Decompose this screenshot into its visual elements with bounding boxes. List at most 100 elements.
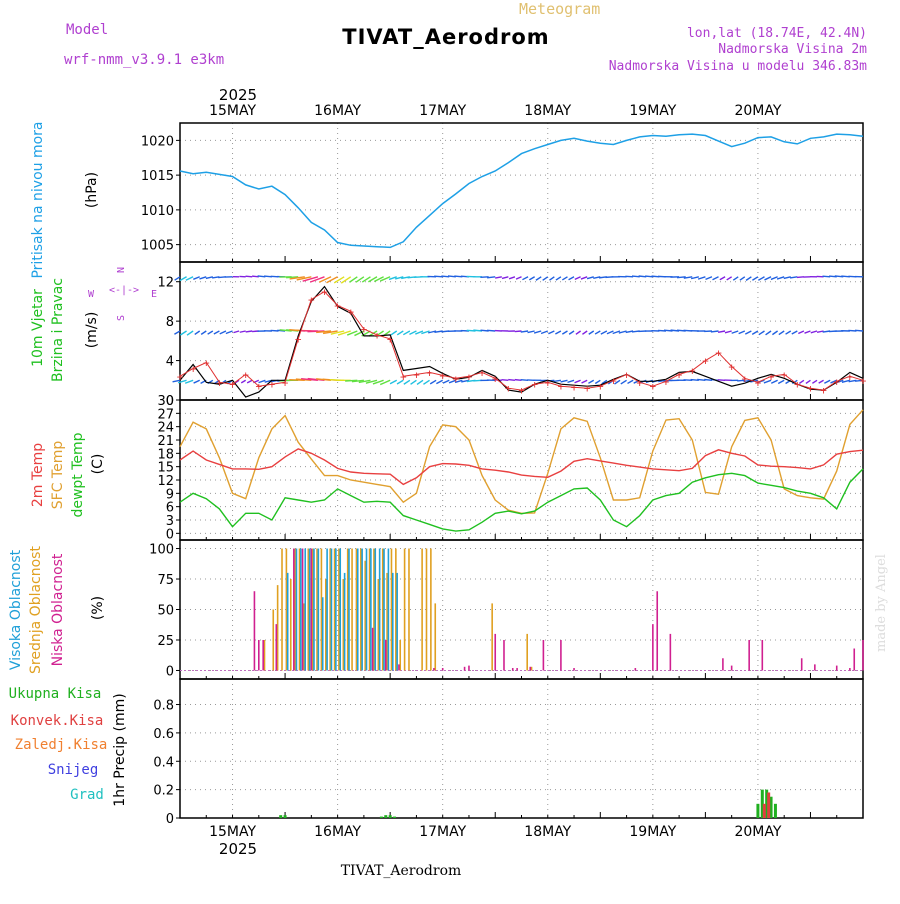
gust-marker: + [308, 293, 315, 306]
wind-arrow [543, 277, 548, 281]
gust-marker: + [177, 370, 184, 383]
y-tick-label: 25 [157, 634, 174, 649]
wind-arrow [732, 331, 739, 333]
wind-arrow [698, 277, 705, 279]
wind-arrow [811, 331, 817, 333]
temp-label-2: SFC Temp [50, 441, 66, 510]
wind-arrow [193, 277, 199, 280]
gust-marker: + [439, 369, 446, 382]
wind-arrow [555, 331, 561, 334]
wind-arrow [206, 277, 213, 279]
gust-marker: + [584, 382, 591, 395]
wind-arrow [246, 331, 253, 332]
y-tick-label: 12 [157, 276, 174, 291]
gust-marker: + [190, 362, 197, 375]
wind-arrow [233, 331, 239, 333]
wind-arrow [175, 277, 180, 280]
gust-marker: + [571, 381, 578, 394]
wind-arrow [575, 277, 581, 280]
gust-marker: + [492, 372, 499, 385]
wind-arrow [792, 331, 798, 334]
wind-arrow [180, 331, 186, 335]
gust-marker: + [387, 333, 394, 346]
wind-arrow [746, 277, 751, 281]
wind-arrow [508, 380, 515, 381]
bottom-day-label: 17MAY [419, 824, 466, 840]
wind-arrow [186, 277, 193, 281]
gust-marker: + [269, 378, 276, 391]
y-tick-label: 1015 [141, 169, 174, 184]
wind-arrow [720, 277, 725, 280]
y-tick-label: 30 [157, 394, 174, 409]
y-tick-label: 24 [157, 421, 174, 436]
temp-unit: (C) [90, 454, 106, 475]
wind-label-1: 10m Vjetar [30, 289, 46, 367]
gust-marker: + [242, 368, 249, 381]
cloud-label-3: Niska Oblacnost [50, 553, 66, 666]
wind-arrow [174, 331, 180, 334]
bottom-day-label: 20MAY [734, 824, 781, 840]
wind-arrow [534, 331, 541, 333]
wind-arrow [758, 277, 764, 280]
compass-w: W [88, 289, 95, 300]
temp-label-1: 2m Temp [30, 443, 46, 507]
gust-marker: + [728, 360, 735, 373]
gust-marker: + [400, 370, 407, 383]
wind-arrow [487, 277, 495, 278]
wind-arrow [549, 277, 554, 280]
gust-marker: + [794, 378, 801, 391]
wind-arrow [521, 380, 528, 381]
wind-arrow [752, 331, 758, 334]
y-tick-label: 0.2 [153, 784, 174, 799]
gust-marker: + [807, 382, 814, 395]
elevation-label: Nadmorska Visina 2m [718, 42, 867, 57]
wind-arrow [607, 331, 613, 334]
wind-arrow [587, 277, 594, 279]
cloud-unit: (%) [90, 596, 106, 620]
gust-marker: + [833, 375, 840, 388]
gust-marker: + [768, 370, 775, 383]
wind-arrow [601, 331, 607, 334]
wind-arrow [697, 379, 705, 380]
wind-arrow [740, 277, 745, 280]
wind-arrow [214, 331, 220, 334]
y-tick-label: 1005 [141, 239, 174, 254]
gust-marker: + [755, 376, 762, 389]
y-tick-label: 100 [149, 543, 174, 558]
compass-n: N [116, 267, 127, 273]
wind-arrow [706, 277, 712, 280]
wind-arrow [246, 276, 253, 277]
gust-marker: + [321, 286, 328, 299]
compass-s: S [116, 315, 127, 321]
wind-arrow [739, 331, 745, 334]
compass-cross: <-|-> [109, 285, 139, 296]
wind-arrow [569, 277, 574, 280]
gust-marker: + [295, 333, 302, 346]
y-tick-label: 21 [157, 434, 174, 449]
wind-arrow [772, 331, 777, 335]
model-elevation-label: Nadmorska Visina u modelu 346.83m [609, 59, 867, 74]
y-tick-label: 3 [166, 514, 174, 529]
pressure-label: Pritisak na nivou mora [30, 121, 46, 278]
gust-marker: + [860, 374, 867, 387]
top-day-label: 17MAY [419, 103, 466, 119]
gust-marker: + [715, 347, 722, 360]
gust-marker: + [847, 370, 854, 383]
gust-marker: + [466, 370, 473, 383]
panel-frame [180, 679, 863, 818]
y-tick-label: 18 [157, 447, 174, 462]
precip-conv-bar [767, 792, 770, 818]
precip-total-bar [380, 817, 383, 818]
y-tick-label: 9 [166, 487, 174, 502]
y-tick-label: 50 [157, 604, 174, 619]
precip-panel: 00.20.40.60.8 [153, 679, 863, 827]
wind-arrow [595, 331, 600, 334]
wind-arrow [201, 331, 206, 334]
wind-arrow [226, 331, 233, 333]
wind-arrow [576, 331, 581, 334]
wind-arrow [556, 277, 561, 280]
y-tick-label: 1010 [141, 204, 174, 219]
wind-panel: 04812+++++++++++++++++++++++++++++++++++… [157, 262, 866, 409]
